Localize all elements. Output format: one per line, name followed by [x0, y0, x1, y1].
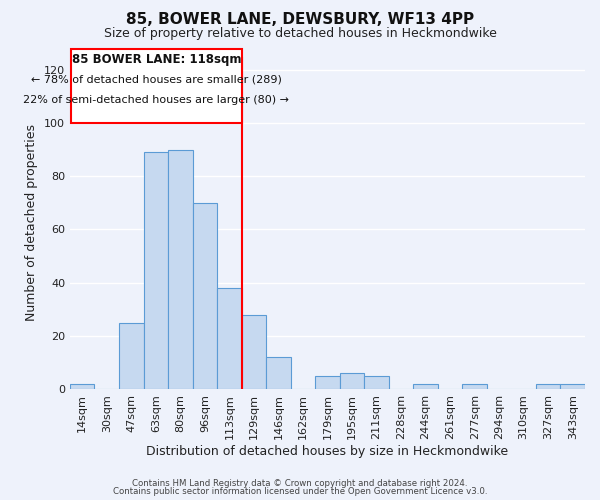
Bar	[119, 322, 143, 389]
Bar	[364, 376, 389, 389]
Text: Contains HM Land Registry data © Crown copyright and database right 2024.: Contains HM Land Registry data © Crown c…	[132, 478, 468, 488]
Bar	[340, 373, 364, 389]
Text: 22% of semi-detached houses are larger (80) →: 22% of semi-detached houses are larger (…	[23, 96, 289, 106]
Bar	[217, 288, 242, 389]
Bar	[463, 384, 487, 389]
Bar	[266, 357, 290, 389]
Bar	[560, 384, 585, 389]
Y-axis label: Number of detached properties: Number of detached properties	[25, 124, 38, 322]
Bar	[315, 376, 340, 389]
Bar	[70, 384, 94, 389]
Text: Contains public sector information licensed under the Open Government Licence v3: Contains public sector information licen…	[113, 487, 487, 496]
Bar	[242, 314, 266, 389]
Bar	[143, 152, 168, 389]
Text: 85, BOWER LANE, DEWSBURY, WF13 4PP: 85, BOWER LANE, DEWSBURY, WF13 4PP	[126, 12, 474, 28]
Text: Size of property relative to detached houses in Heckmondwike: Size of property relative to detached ho…	[104, 28, 496, 40]
Text: 85 BOWER LANE: 118sqm: 85 BOWER LANE: 118sqm	[71, 53, 241, 66]
Bar	[168, 150, 193, 389]
Bar	[193, 203, 217, 389]
Bar	[413, 384, 438, 389]
Text: ← 78% of detached houses are smaller (289): ← 78% of detached houses are smaller (28…	[31, 74, 282, 84]
X-axis label: Distribution of detached houses by size in Heckmondwike: Distribution of detached houses by size …	[146, 444, 509, 458]
Bar	[536, 384, 560, 389]
FancyBboxPatch shape	[71, 49, 242, 123]
